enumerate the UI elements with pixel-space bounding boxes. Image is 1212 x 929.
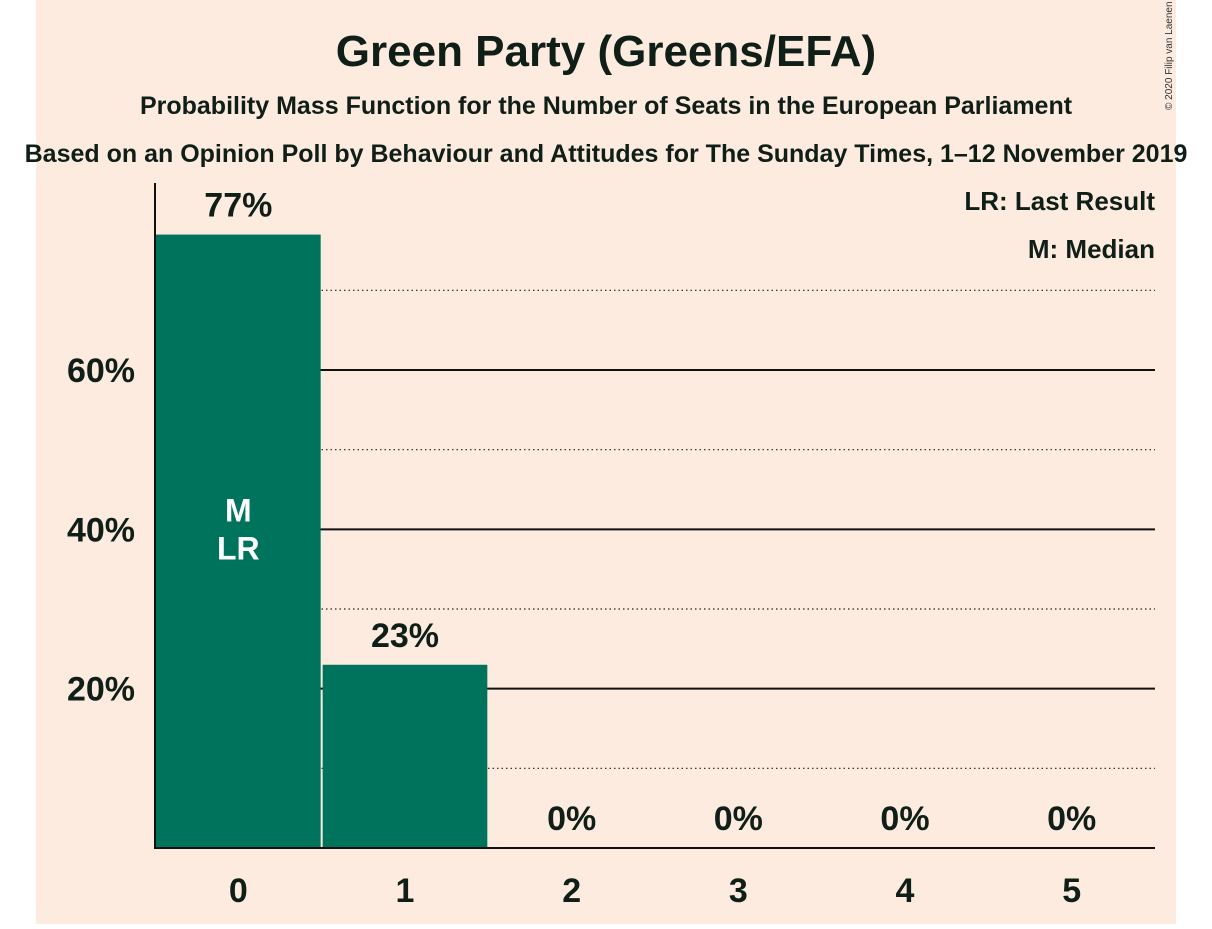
y-tick-label: 20% [67, 671, 135, 709]
bar-marker-label: M [225, 492, 252, 528]
legend-last-result: LR: Last Result [964, 186, 1155, 216]
bar-value-label: 0% [1047, 800, 1096, 838]
chart-subtitle-poll: Based on an Opinion Poll by Behaviour an… [25, 140, 1188, 168]
x-tick-label: 2 [562, 872, 581, 910]
x-tick-label: 5 [1062, 872, 1081, 910]
copyright-notice: © 2020 Filip van Laenen [1164, 1, 1175, 110]
bar-value-label: 0% [880, 800, 929, 838]
x-tick-label: 4 [896, 872, 915, 910]
bar-marker-label: LR [217, 530, 260, 566]
x-tick-label: 1 [396, 872, 415, 910]
bar-value-label: 23% [371, 617, 439, 655]
bar-value-label: 77% [204, 187, 272, 225]
bar [155, 234, 321, 849]
x-tick-label: 3 [729, 872, 748, 910]
y-tick-label: 40% [67, 511, 135, 549]
bar-value-label: 0% [714, 800, 763, 838]
chart-subtitle: Probability Mass Function for the Number… [140, 92, 1073, 120]
y-tick-label: 60% [67, 352, 135, 390]
legend-median: M: Median [1028, 234, 1155, 264]
x-tick-label: 0 [229, 872, 248, 910]
bar [322, 664, 488, 848]
bar-value-label: 0% [547, 800, 596, 838]
chart-title: Green Party (Greens/EFA) [336, 27, 876, 76]
